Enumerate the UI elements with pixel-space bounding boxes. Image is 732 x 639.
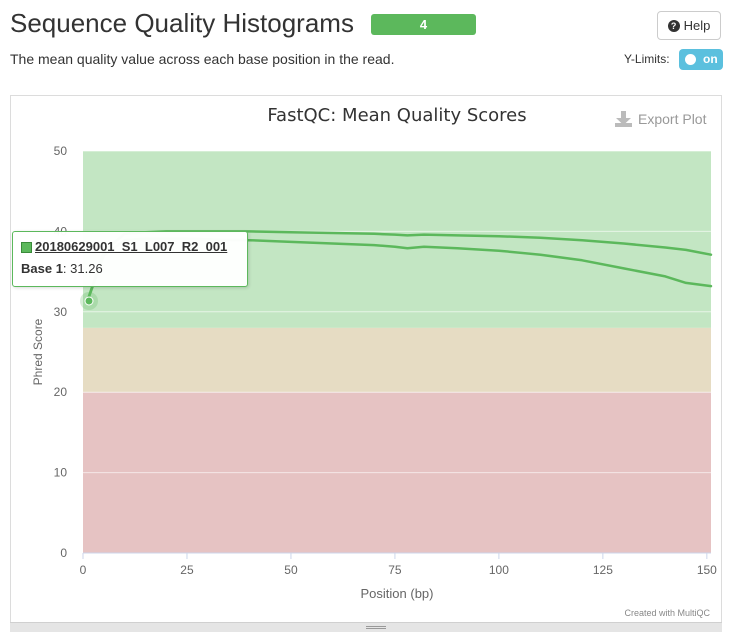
- tooltip: 20180629001_S1_L007_R2_001 Base 1: 31.26: [12, 231, 248, 287]
- export-plot-button[interactable]: Export Plot: [615, 111, 707, 127]
- download-icon: [615, 111, 632, 127]
- tooltip-sample-name: 20180629001_S1_L007_R2_001: [35, 239, 228, 254]
- resize-handle[interactable]: [10, 622, 722, 632]
- y-tick-label: 20: [54, 385, 68, 399]
- toggle-knob: [685, 54, 696, 65]
- page-title: Sequence Quality Histograms: [10, 8, 354, 38]
- chart-title: FastQC: Mean Quality Scores: [267, 105, 526, 126]
- band-warn: [83, 327, 711, 393]
- status-badge: 4: [371, 14, 476, 35]
- tooltip-value: : 31.26: [62, 261, 103, 276]
- ylimits-toggle[interactable]: on: [679, 49, 723, 70]
- toggle-label: on: [703, 52, 718, 66]
- x-tick-label: 100: [489, 563, 509, 577]
- tooltip-value-row: Base 1: 31.26: [21, 261, 103, 276]
- ylimits-label: Y-Limits:: [624, 52, 670, 66]
- x-tick-label: 125: [593, 563, 613, 577]
- tooltip-label: Base 1: [21, 261, 63, 276]
- multiqc-credit: Created with MultiQC: [624, 608, 710, 618]
- x-tick-label: 0: [80, 563, 87, 577]
- y-tick-label: 10: [54, 466, 68, 480]
- x-tick-label: 75: [388, 563, 402, 577]
- x-tick-label: 25: [180, 563, 194, 577]
- help-button[interactable]: ? Help: [657, 11, 721, 40]
- page-subtitle: The mean quality value across each base …: [10, 51, 395, 67]
- x-tick-label: 50: [284, 563, 298, 577]
- y-axis-label: Phred Score: [31, 318, 45, 385]
- help-label: Help: [683, 18, 711, 33]
- y-tick-label: 50: [54, 144, 68, 158]
- y-tick-label: 30: [54, 305, 68, 319]
- y-tick-label: 0: [60, 546, 67, 560]
- grip-icon: [366, 626, 386, 629]
- x-axis-label: Position (bp): [361, 586, 434, 601]
- export-plot-label: Export Plot: [638, 111, 707, 127]
- question-icon: ?: [667, 19, 680, 32]
- x-tick-label: 150: [697, 563, 717, 577]
- hover-marker: [80, 292, 98, 310]
- series-swatch: [21, 242, 32, 253]
